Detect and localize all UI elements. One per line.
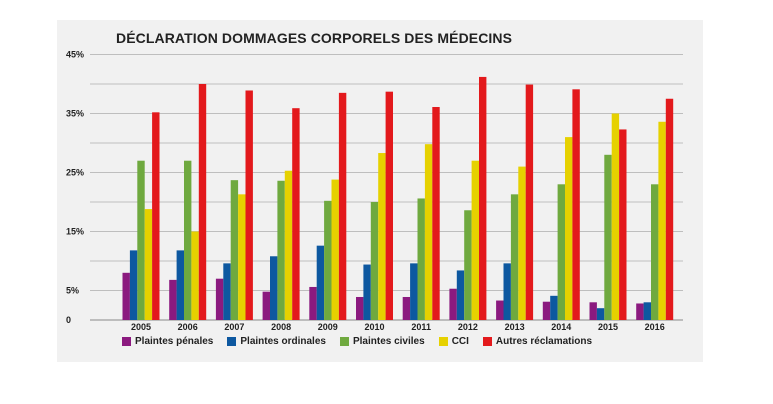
bar-1 <box>542 301 551 320</box>
y-tick-label: 5% <box>66 286 79 296</box>
bar-3 <box>651 184 659 320</box>
legend-swatch <box>438 337 448 346</box>
bar-1 <box>496 300 504 320</box>
bar-4 <box>378 153 386 320</box>
x-tick-label: 2006 <box>178 322 198 332</box>
x-tick-label: 2014 <box>551 322 571 332</box>
y-tick-label: 45% <box>66 50 84 60</box>
y-tick-label: 15% <box>66 227 84 237</box>
y-tick-label: 25% <box>66 168 84 178</box>
x-tick-label: 2012 <box>458 322 478 332</box>
legend-item: Plaintes pénales <box>122 336 213 347</box>
bar-3 <box>277 180 285 320</box>
legend-item: Plaintes civiles <box>339 336 425 347</box>
bar-2 <box>550 295 558 320</box>
bar-1 <box>589 302 597 320</box>
x-tick-label: 2009 <box>318 322 338 332</box>
legend-item: Autres réclamations <box>482 336 593 347</box>
bar-4 <box>518 166 526 320</box>
bar-4 <box>191 231 199 320</box>
bar-2 <box>596 308 605 320</box>
bar-2 <box>316 245 325 320</box>
bar-5 <box>525 84 534 320</box>
bar-2 <box>363 264 371 320</box>
bar-2 <box>456 270 465 320</box>
legend-label: Plaintes pénales <box>135 336 214 347</box>
legend-label: Autres réclamations <box>495 336 593 347</box>
bar-1 <box>356 296 364 320</box>
bar-3 <box>557 184 565 320</box>
x-tick-label: 2010 <box>364 322 384 332</box>
bar-3 <box>370 202 379 320</box>
bar-5 <box>432 107 440 320</box>
legend: Plaintes pénales Plaintes ordinales Plaint… <box>122 336 592 347</box>
legend-item: CCI <box>438 336 469 347</box>
bar-3 <box>137 160 145 320</box>
bar-2 <box>176 250 184 320</box>
bar-3 <box>324 200 332 320</box>
bar-5 <box>292 108 300 320</box>
bar-3 <box>510 194 519 320</box>
x-tick-label: 2011 <box>411 322 431 332</box>
bar-2 <box>503 263 511 320</box>
bar-5 <box>338 92 347 320</box>
bar-3 <box>417 198 425 320</box>
bar-1 <box>636 303 644 320</box>
bar-5 <box>245 90 253 321</box>
x-tick-label: 2007 <box>224 322 244 332</box>
legend-item: Plaintes ordinales <box>227 336 326 347</box>
bar-4 <box>565 137 573 320</box>
bar-5 <box>198 84 207 320</box>
bar-1 <box>262 291 270 320</box>
x-tick-label: 2005 <box>131 322 151 332</box>
bar-1 <box>309 286 317 320</box>
bar-1 <box>402 296 411 320</box>
bar-2 <box>223 263 231 320</box>
bar-3 <box>464 210 472 320</box>
legend-swatch <box>122 337 131 346</box>
bar-4 <box>144 209 153 320</box>
legend-label: Plaintes ordinales <box>240 336 326 347</box>
bar-5 <box>479 76 487 320</box>
bar-4 <box>238 194 246 320</box>
bar-5 <box>152 112 160 320</box>
x-tick-label: 2013 <box>505 322 525 332</box>
bar-1 <box>215 278 224 320</box>
bar-4 <box>424 144 433 320</box>
bar-4 <box>331 179 339 320</box>
legend-swatch <box>227 337 237 346</box>
bar-2 <box>643 302 651 320</box>
bar-3 <box>230 180 239 320</box>
legend-label: CCI <box>451 336 469 347</box>
bar-5 <box>572 89 580 320</box>
legend-swatch <box>482 337 492 346</box>
y-tick-label: 0 <box>66 315 71 325</box>
bar-4 <box>471 160 479 320</box>
legend-label: Plaintes civiles <box>352 336 425 347</box>
bar-5 <box>385 91 393 320</box>
bar-5 <box>619 129 627 320</box>
bar-4 <box>284 170 293 320</box>
legend-swatch <box>339 337 349 346</box>
x-tick-label: 2015 <box>598 322 618 332</box>
bar-4 <box>611 113 620 320</box>
bar-3 <box>184 160 192 320</box>
bar-3 <box>604 154 612 320</box>
x-tick-label: 2008 <box>271 322 291 332</box>
bar-1 <box>122 272 130 320</box>
bar-5 <box>665 98 674 320</box>
bar-2 <box>270 256 278 320</box>
bar-4 <box>658 121 666 320</box>
bar-1 <box>169 279 177 320</box>
y-tick-label: 35% <box>66 109 84 119</box>
x-tick-label: 2016 <box>645 322 665 332</box>
bar-1 <box>449 288 457 320</box>
bar-2 <box>410 263 418 320</box>
bar-2 <box>129 250 138 320</box>
chart-title: DÉCLARATION DOMMAGES CORPORELS DES MÉDEC… <box>116 30 513 46</box>
